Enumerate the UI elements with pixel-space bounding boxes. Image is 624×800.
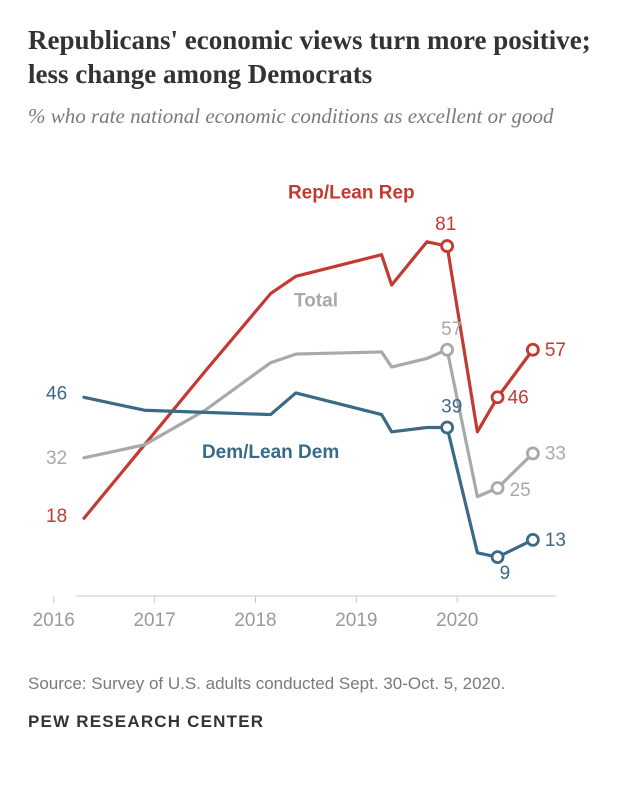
chart-subtitle: % who rate national economic conditions … xyxy=(28,102,596,130)
svg-text:2018: 2018 xyxy=(234,610,276,631)
chart-svg: 2016 2017 2018 2019 2020 18 81 46 57 32 57 25 33 46 39… xyxy=(28,146,596,656)
svg-text:Total: Total xyxy=(294,290,338,311)
svg-text:81: 81 xyxy=(435,214,456,235)
source-text: Source: Survey of U.S. adults conducted … xyxy=(28,674,596,694)
svg-text:33: 33 xyxy=(545,443,566,464)
footer-text: PEW RESEARCH CENTER xyxy=(28,712,596,732)
svg-text:57: 57 xyxy=(545,340,566,361)
svg-text:32: 32 xyxy=(46,448,67,469)
svg-text:2020: 2020 xyxy=(436,610,478,631)
svg-text:39: 39 xyxy=(441,396,462,417)
svg-text:13: 13 xyxy=(545,530,566,551)
svg-text:Rep/Lean Rep: Rep/Lean Rep xyxy=(288,182,415,203)
svg-text:2019: 2019 xyxy=(335,610,377,631)
svg-text:Dem/Lean Dem: Dem/Lean Dem xyxy=(202,442,339,463)
svg-text:46: 46 xyxy=(508,387,529,408)
line-chart: 2016 2017 2018 2019 2020 18 81 46 57 32 57 25 33 46 39… xyxy=(28,146,596,656)
svg-text:2016: 2016 xyxy=(33,610,75,631)
svg-text:46: 46 xyxy=(46,383,67,404)
svg-text:9: 9 xyxy=(500,563,511,584)
chart-title: Republicans' economic views turn more po… xyxy=(28,24,596,92)
svg-text:18: 18 xyxy=(46,506,67,527)
svg-text:2017: 2017 xyxy=(133,610,175,631)
svg-text:25: 25 xyxy=(510,480,531,501)
svg-text:57: 57 xyxy=(441,319,462,340)
